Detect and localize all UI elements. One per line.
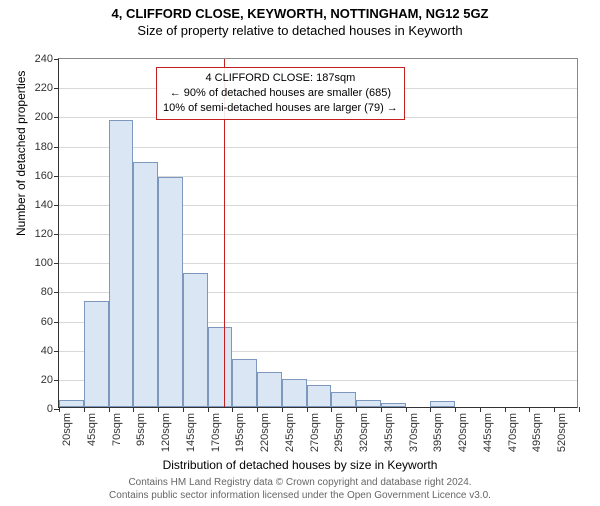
annotation-line1: 4 CLIFFORD CLOSE: 187sqm <box>163 71 398 86</box>
x-tick <box>579 407 580 412</box>
y-tick-label: 60 <box>41 316 59 328</box>
x-tick-label: 520sqm <box>556 413 568 452</box>
x-axis-label: Distribution of detached houses by size … <box>0 458 600 472</box>
x-tick <box>183 407 184 412</box>
histogram-bar <box>356 400 381 407</box>
x-tick <box>282 407 283 412</box>
x-tick-label: 20sqm <box>61 413 73 446</box>
histogram-bar <box>183 273 208 407</box>
x-tick-label: 170sqm <box>210 413 222 452</box>
chart-container: 02040608010012014016018020022024020sqm45… <box>58 58 578 408</box>
histogram-bar <box>307 385 332 407</box>
x-tick <box>381 407 382 412</box>
histogram-bar <box>158 177 183 407</box>
x-tick-label: 495sqm <box>531 413 543 452</box>
x-tick <box>430 407 431 412</box>
x-tick-label: 270sqm <box>309 413 321 452</box>
footer-attribution: Contains HM Land Registry data © Crown c… <box>0 476 600 502</box>
x-tick-label: 445sqm <box>482 413 494 452</box>
annotation-line3: 10% of semi-detached houses are larger (… <box>163 101 398 116</box>
x-tick-label: 470sqm <box>507 413 519 452</box>
y-tick-label: 100 <box>35 257 59 269</box>
x-tick-label: 120sqm <box>160 413 172 452</box>
x-tick-label: 95sqm <box>135 413 147 446</box>
x-tick-label: 245sqm <box>284 413 296 452</box>
y-tick-label: 160 <box>35 170 59 182</box>
footer-line2: Contains public sector information licen… <box>109 490 491 501</box>
x-tick <box>158 407 159 412</box>
x-tick-label: 220sqm <box>259 413 271 452</box>
x-tick-label: 45sqm <box>86 413 98 446</box>
gridline-h <box>59 147 577 148</box>
page-title-address: 4, CLIFFORD CLOSE, KEYWORTH, NOTTINGHAM,… <box>0 6 600 21</box>
y-tick-label: 120 <box>35 228 59 240</box>
annotation-line2: ← 90% of detached houses are smaller (68… <box>163 86 398 101</box>
x-tick-label: 145sqm <box>185 413 197 452</box>
y-tick-label: 220 <box>35 82 59 94</box>
x-tick <box>84 407 85 412</box>
x-tick-label: 320sqm <box>358 413 370 452</box>
x-tick-label: 370sqm <box>408 413 420 452</box>
histogram-bar <box>282 379 307 407</box>
x-tick-label: 420sqm <box>457 413 469 452</box>
histogram-bar <box>331 392 356 407</box>
footer-line1: Contains HM Land Registry data © Crown c… <box>128 477 471 488</box>
histogram-bar <box>208 327 233 407</box>
x-tick-label: 345sqm <box>383 413 395 452</box>
x-tick <box>307 407 308 412</box>
x-tick <box>505 407 506 412</box>
x-tick-label: 395sqm <box>432 413 444 452</box>
x-tick <box>356 407 357 412</box>
x-tick <box>455 407 456 412</box>
x-tick <box>109 407 110 412</box>
plot-area: 02040608010012014016018020022024020sqm45… <box>58 58 578 408</box>
histogram-bar <box>133 162 158 407</box>
y-tick-label: 180 <box>35 141 59 153</box>
x-tick <box>331 407 332 412</box>
y-tick-label: 20 <box>41 374 59 386</box>
x-tick <box>554 407 555 412</box>
x-tick-label: 195sqm <box>234 413 246 452</box>
x-tick <box>133 407 134 412</box>
x-tick <box>480 407 481 412</box>
y-tick-label: 80 <box>41 286 59 298</box>
x-tick <box>257 407 258 412</box>
y-tick-label: 200 <box>35 111 59 123</box>
y-tick-label: 140 <box>35 199 59 211</box>
x-tick-label: 70sqm <box>111 413 123 446</box>
x-tick <box>406 407 407 412</box>
x-tick <box>208 407 209 412</box>
histogram-bar <box>59 400 84 407</box>
y-axis-label: Number of detached properties <box>14 71 28 236</box>
x-tick <box>59 407 60 412</box>
y-tick-label: 40 <box>41 345 59 357</box>
y-tick-label: 0 <box>47 403 59 415</box>
x-tick-label: 295sqm <box>333 413 345 452</box>
annotation-box: 4 CLIFFORD CLOSE: 187sqm← 90% of detache… <box>156 67 405 120</box>
histogram-bar <box>257 372 282 407</box>
x-tick <box>232 407 233 412</box>
histogram-bar <box>109 120 134 407</box>
x-tick <box>529 407 530 412</box>
page-subtitle: Size of property relative to detached ho… <box>0 23 600 38</box>
histogram-bar <box>232 359 257 407</box>
histogram-bar <box>84 301 109 407</box>
histogram-bar <box>381 403 406 407</box>
histogram-bar <box>430 401 455 407</box>
y-tick-label: 240 <box>35 53 59 65</box>
